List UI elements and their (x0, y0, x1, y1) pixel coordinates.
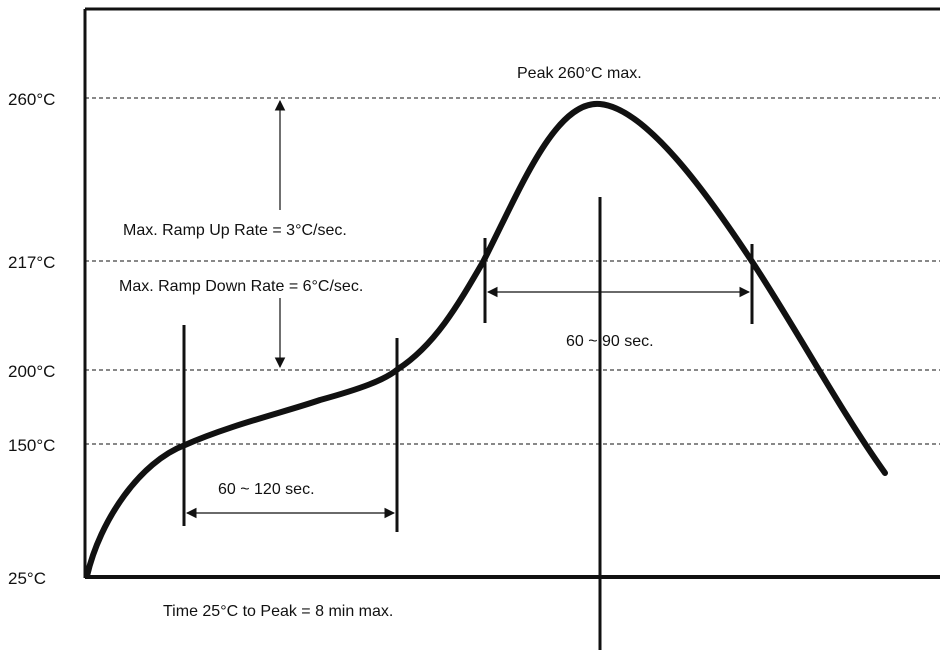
label-150c: 150°C (8, 436, 55, 455)
peak-annotation: Peak 260°C max. (517, 65, 642, 82)
label-25c: 25°C (8, 569, 46, 588)
ramp-up-annotation: Max. Ramp Up Rate = 3°C/sec. (123, 222, 347, 239)
preheat-duration-label: 60 ~ 120 sec. (218, 481, 315, 498)
reflow-duration-label: 60 ~ 90 sec. (566, 333, 654, 350)
label-217c: 217°C (8, 253, 55, 272)
label-200c: 200°C (8, 362, 55, 381)
ramp-down-annotation: Max. Ramp Down Rate = 6°C/sec. (119, 278, 363, 295)
temperature-profile-curve (87, 104, 885, 576)
time-to-peak-annotation: Time 25°C to Peak = 8 min max. (163, 603, 393, 620)
label-260c: 260°C (8, 90, 55, 109)
